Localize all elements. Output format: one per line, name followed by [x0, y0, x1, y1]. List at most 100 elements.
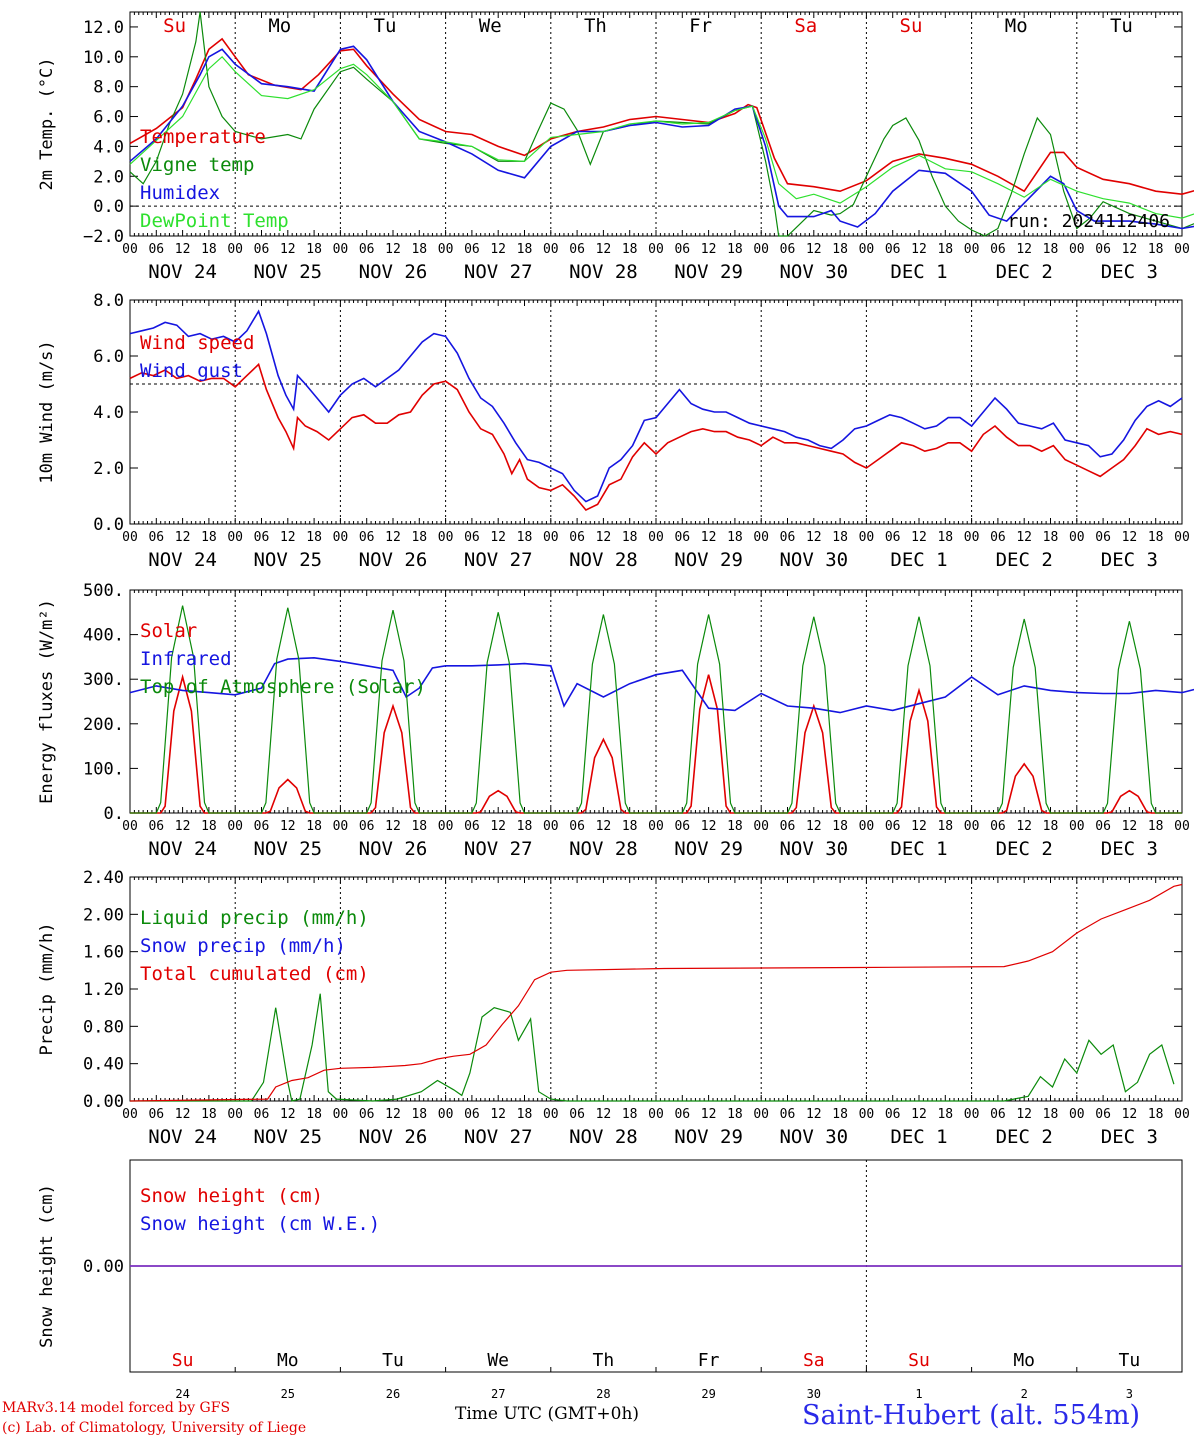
day-number: 27 — [491, 1387, 505, 1401]
hour-tick-label: 00 — [753, 242, 769, 257]
hour-tick-label: 06 — [569, 1107, 585, 1122]
date-label: NOV 27 — [464, 1126, 533, 1148]
date-label: DEC 1 — [890, 549, 947, 571]
hour-tick-label: 00 — [964, 530, 980, 545]
hour-tick-label: 00 — [543, 530, 559, 545]
legend-top-of-atmosphere-solar: Top of Atmosphere (Solar) — [140, 676, 426, 698]
hour-tick-label: 00 — [122, 1107, 138, 1122]
hour-tick-label: 12 — [280, 530, 296, 545]
hour-tick-label: 00 — [648, 530, 664, 545]
hour-tick-label: 06 — [885, 530, 901, 545]
hour-tick-label: 06 — [780, 819, 796, 834]
series-line-infrared — [129, 656, 1194, 714]
date-label: NOV 25 — [253, 838, 322, 860]
hour-tick-label: 12 — [490, 530, 506, 545]
date-label: NOV 29 — [674, 838, 743, 860]
series-line-wind-gust — [129, 309, 1183, 503]
day-number: 3 — [1126, 1387, 1133, 1401]
y-tick-label: −2.0 — [83, 227, 124, 247]
hour-tick-label: 06 — [674, 1107, 690, 1122]
hour-tick-label: 12 — [1122, 530, 1138, 545]
hour-tick-label: 00 — [753, 530, 769, 545]
hour-tick-label: 18 — [727, 1107, 743, 1122]
date-label: DEC 3 — [1101, 549, 1158, 571]
day-name-top: Th — [584, 15, 607, 37]
hour-tick-label: 12 — [911, 1107, 927, 1122]
run-label: run: 2024112406 — [1007, 211, 1170, 232]
hour-tick-label: 00 — [227, 819, 243, 834]
hour-tick-label: 18 — [1043, 242, 1059, 257]
y-tick-label: 1.60 — [83, 943, 124, 963]
hour-tick-label: 12 — [701, 1107, 717, 1122]
hour-tick-label: 00 — [227, 1107, 243, 1122]
day-number: 26 — [386, 1387, 400, 1401]
hour-tick-label: 12 — [280, 242, 296, 257]
date-label: DEC 3 — [1101, 261, 1158, 283]
hour-tick-label: 12 — [490, 1107, 506, 1122]
date-label: NOV 28 — [569, 549, 638, 571]
date-label: NOV 27 — [464, 549, 533, 571]
hour-tick-label: 12 — [806, 1107, 822, 1122]
hour-tick-label: 18 — [201, 242, 217, 257]
hour-tick-label: 06 — [990, 1107, 1006, 1122]
y-tick-label: 6.0 — [93, 108, 124, 128]
date-label: NOV 30 — [779, 1126, 848, 1148]
hour-tick-label: 18 — [727, 819, 743, 834]
y-axis-title: 2m Temp. (°C) — [37, 57, 57, 190]
legend-humidex: Humidex — [140, 182, 220, 204]
hour-tick-label: 18 — [727, 530, 743, 545]
y-tick-label: 0.00 — [83, 1092, 124, 1112]
date-label: NOV 24 — [148, 261, 217, 283]
y-axis-title: 10m Wind (m/s) — [37, 340, 57, 483]
legend-snow-height-cm-w-e: Snow height (cm W.E.) — [140, 1213, 380, 1235]
hour-tick-label: 00 — [543, 819, 559, 834]
hour-tick-label: 06 — [359, 819, 375, 834]
day-number: 2 — [1021, 1387, 1028, 1401]
legend-temperature: Temperature — [140, 126, 266, 148]
day-number: 1 — [915, 1387, 922, 1401]
hour-tick-label: 06 — [359, 530, 375, 545]
y-tick-label: 500. — [83, 581, 124, 601]
hour-tick-label: 18 — [832, 1107, 848, 1122]
hour-tick-label: 18 — [832, 819, 848, 834]
hour-tick-label: 06 — [148, 819, 164, 834]
hour-tick-label: 00 — [438, 819, 454, 834]
hour-tick-label: 00 — [122, 819, 138, 834]
date-label: NOV 29 — [674, 261, 743, 283]
legend-dewpoint-temp: DewPoint Temp — [140, 210, 289, 232]
y-tick-label: 4.0 — [93, 137, 124, 157]
series-line-wind-speed — [129, 362, 1183, 511]
hour-tick-label: 06 — [569, 819, 585, 834]
date-label: NOV 29 — [674, 1126, 743, 1148]
hour-tick-label: 18 — [937, 242, 953, 257]
y-tick-label: 400. — [83, 626, 124, 646]
hour-tick-label: 12 — [280, 819, 296, 834]
hour-tick-label: 12 — [806, 530, 822, 545]
hour-tick-label: 18 — [832, 530, 848, 545]
day-number: 30 — [807, 1387, 821, 1401]
y-tick-label: 4.0 — [93, 403, 124, 423]
legend-wind-gust: Wind gust — [140, 360, 243, 382]
day-number: 29 — [701, 1387, 715, 1401]
y-tick-label: 200. — [83, 715, 124, 735]
day-name-bottom: We — [487, 1350, 509, 1371]
time-axis-title: Time UTC (GMT+0h) — [455, 1404, 640, 1424]
hour-tick-label: 06 — [464, 1107, 480, 1122]
day-name-bottom: Sa — [803, 1350, 825, 1371]
date-label: NOV 24 — [148, 838, 217, 860]
hour-tick-label: 18 — [1043, 819, 1059, 834]
hour-tick-label: 12 — [1016, 819, 1032, 834]
hour-tick-label: 12 — [596, 819, 612, 834]
hour-tick-label: 00 — [753, 819, 769, 834]
panel-3 — [129, 589, 1194, 814]
date-label: DEC 3 — [1101, 1126, 1158, 1148]
hour-tick-label: 06 — [254, 242, 270, 257]
date-label: DEC 2 — [996, 1126, 1053, 1148]
hour-tick-label: 00 — [122, 530, 138, 545]
hour-tick-label: 06 — [990, 530, 1006, 545]
hour-tick-label: 12 — [701, 819, 717, 834]
hour-tick-label: 06 — [990, 819, 1006, 834]
hour-tick-label: 12 — [490, 242, 506, 257]
hour-tick-label: 00 — [648, 1107, 664, 1122]
